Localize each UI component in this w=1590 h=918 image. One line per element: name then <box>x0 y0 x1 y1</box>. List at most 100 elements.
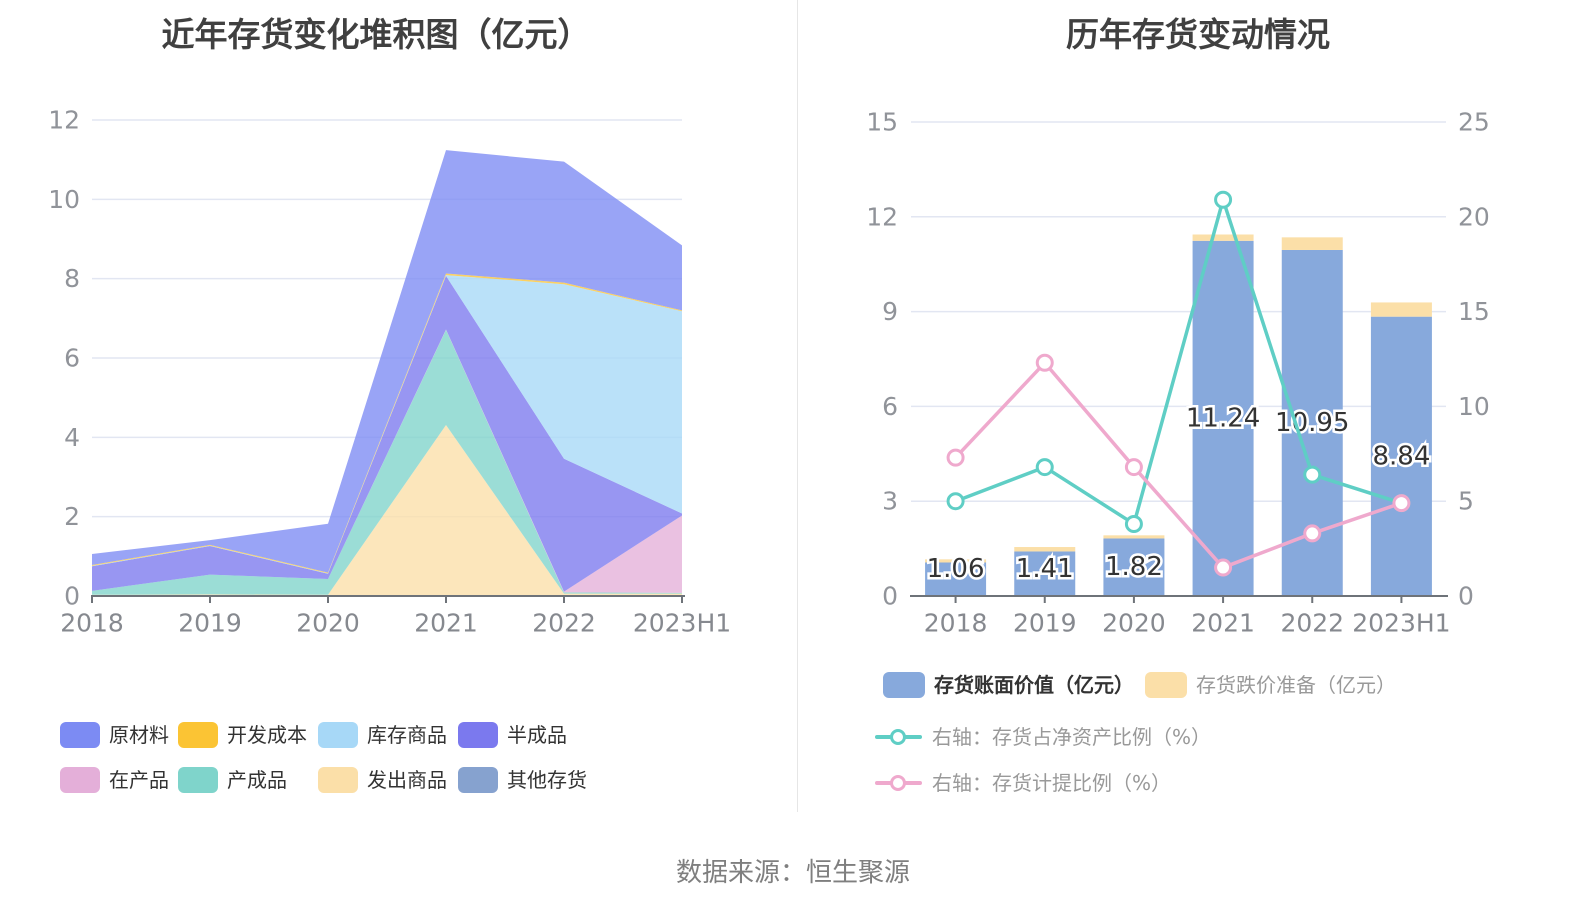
left-x-label: 2020 <box>296 609 360 638</box>
right-right-y-label: 5 <box>1458 487 1474 516</box>
legend-swatch-development-cost <box>178 722 218 748</box>
left-y-label: 10 <box>48 185 80 214</box>
legend-item-provision-ratio[interactable]: 右轴：存货计提比例（%） <box>875 770 1171 796</box>
right-left-y-label: 9 <box>882 297 898 326</box>
legend-swatch-stock-goods <box>318 722 358 748</box>
line-provision-ratio <box>953 361 1404 570</box>
legend-item-stock-goods[interactable]: 库存商品 <box>318 722 447 748</box>
legend-item-semi-finished[interactable]: 半成品 <box>458 722 567 748</box>
marker-net-asset-ratio-2021 <box>1214 190 1233 209</box>
bar-book-value-2021 <box>1192 240 1254 597</box>
bar-book-value-2019 <box>1014 551 1076 596</box>
right-left-y-label: 3 <box>882 487 898 516</box>
left-x-label: 2018 <box>60 609 124 638</box>
right-x-label: 2018 <box>924 609 988 638</box>
area-band-development-cost <box>92 273 682 574</box>
legend-item-other-inventory[interactable]: 其他存货 <box>458 767 587 793</box>
area-band-goods-dispatched <box>92 425 682 596</box>
legend-label: 开发成本 <box>227 723 307 747</box>
bar-writedown-2020 <box>1103 535 1165 539</box>
legend-item-work-in-progress[interactable]: 在产品 <box>60 767 169 793</box>
left-x-label: 2019 <box>178 609 242 638</box>
left-x-label: 2021 <box>414 609 478 638</box>
area-band-semi-finished <box>92 275 682 592</box>
marker-net-asset-ratio-2018 <box>946 492 965 511</box>
marker-provision-ratio-2020 <box>1124 458 1143 477</box>
legend-ring <box>890 775 906 791</box>
bar-writedown-2022 <box>1281 237 1343 250</box>
legend-swatch-writedown-provision <box>1145 672 1187 698</box>
legend-label: 其他存货 <box>507 768 587 792</box>
legend-label: 存货账面价值（亿元） <box>934 673 1134 697</box>
marker-provision-ratio-2022 <box>1303 524 1322 543</box>
marker-provision-ratio-2023H1 <box>1392 494 1411 513</box>
right-right-y-label: 25 <box>1458 108 1490 137</box>
right-right-y-label: 20 <box>1458 202 1490 231</box>
legend-swatch-raw-materials <box>60 722 100 748</box>
bar-value-label: 10.95 <box>1275 408 1349 438</box>
right-right-y-label: 10 <box>1458 392 1490 421</box>
right-left-y-label: 12 <box>866 202 898 231</box>
legend-label: 右轴：存货计提比例（%） <box>932 771 1172 795</box>
left-x-label: 2023H1 <box>633 609 731 638</box>
right-right-y-label: 15 <box>1458 297 1490 326</box>
legend-label: 在产品 <box>109 768 169 792</box>
legend-item-book-value[interactable]: 存货账面价值（亿元） <box>883 672 1134 698</box>
bar-writedown-2019 <box>1014 547 1076 552</box>
legend-label: 产成品 <box>227 768 287 792</box>
legend-item-raw-materials[interactable]: 原材料 <box>60 722 169 748</box>
area-band-finished-goods <box>92 329 682 595</box>
panel-divider <box>797 0 798 812</box>
left-y-label: 4 <box>64 423 80 452</box>
bar-value-label: 11.24 <box>1186 403 1260 433</box>
legend-item-finished-goods[interactable]: 产成品 <box>178 767 287 793</box>
legend-line-marker-net-asset-ratio <box>875 724 922 750</box>
left-y-label: 6 <box>64 344 80 373</box>
right-x-label: 2019 <box>1013 609 1077 638</box>
legend-ring <box>890 729 906 745</box>
right-left-y-label: 15 <box>866 108 898 137</box>
legend-label: 发出商品 <box>367 768 447 792</box>
legend-swatch-finished-goods <box>178 767 218 793</box>
left-chart-title: 近年存货变化堆积图（亿元） <box>161 15 591 54</box>
area-band-raw-materials <box>92 150 682 573</box>
legend-swatch-other-inventory <box>458 767 498 793</box>
legend-label: 存货跌价准备（亿元） <box>1196 673 1396 697</box>
data-source-note: 数据来源：恒生聚源 <box>675 858 910 888</box>
legend-item-net-asset-ratio[interactable]: 右轴：存货占净资产比例（%） <box>875 724 1211 750</box>
bar-writedown-2021 <box>1192 234 1254 241</box>
marker-net-asset-ratio-2019 <box>1035 458 1054 477</box>
right-left-y-label: 6 <box>882 392 898 421</box>
right-right-y-label: 0 <box>1458 582 1474 611</box>
marker-net-asset-ratio-2020 <box>1124 514 1143 533</box>
left-y-label: 8 <box>64 264 80 293</box>
left-x-label: 2022 <box>532 609 596 638</box>
legend-swatch-book-value <box>883 672 925 698</box>
left-y-label: 2 <box>64 502 80 531</box>
right-x-label: 2023H1 <box>1352 609 1450 638</box>
bar-book-value-2018 <box>925 562 987 596</box>
area-band-stock-goods <box>92 275 682 574</box>
legend-label: 原材料 <box>109 723 169 747</box>
marker-provision-ratio-2021 <box>1214 558 1233 577</box>
left-y-label: 0 <box>64 582 80 611</box>
marker-provision-ratio-2019 <box>1035 353 1054 372</box>
legend-item-goods-dispatched[interactable]: 发出商品 <box>318 767 447 793</box>
bar-value-label: 1.82 <box>1105 552 1163 582</box>
right-x-label: 2020 <box>1102 609 1166 638</box>
legend-item-development-cost[interactable]: 开发成本 <box>178 722 307 748</box>
legend-swatch-semi-finished <box>458 722 498 748</box>
left-y-label: 12 <box>48 106 80 135</box>
legend-item-writedown-provision[interactable]: 存货跌价准备（亿元） <box>1145 672 1396 698</box>
area-band-work-in-progress <box>92 329 682 593</box>
bar-book-value-2023H1 <box>1370 316 1432 596</box>
line-net-asset-ratio <box>953 197 1404 526</box>
bar-book-value-2020 <box>1103 538 1165 596</box>
right-left-y-label: 0 <box>882 582 898 611</box>
right-x-label: 2022 <box>1280 609 1344 638</box>
legend-label: 半成品 <box>507 723 567 747</box>
marker-provision-ratio-2018 <box>946 448 965 467</box>
marker-net-asset-ratio-2022 <box>1303 465 1322 484</box>
